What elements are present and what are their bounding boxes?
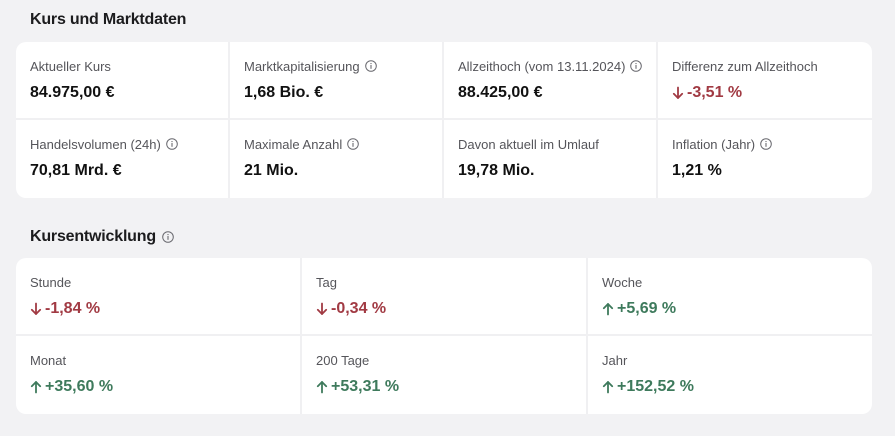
- stat-value: +5,69 %: [602, 300, 858, 318]
- info-icon[interactable]: [760, 138, 772, 150]
- stat-value: -3,51 %: [672, 84, 858, 102]
- stat-value-text: 1,21 %: [672, 162, 722, 179]
- stat-label-text: Monat: [30, 352, 67, 368]
- market-data-title-text: Kurs und Marktdaten: [30, 11, 187, 28]
- stat-value-text: +35,60 %: [45, 378, 114, 395]
- market-cell: Aktueller Kurs 84.975,00 €: [16, 42, 230, 120]
- market-cell: Allzeithoch (vom 13.11.2024) 88.425,00 €: [444, 42, 658, 120]
- stat-value-text: 1,68 Bio. €: [244, 84, 324, 101]
- stat-label: Jahr: [602, 352, 858, 368]
- info-icon[interactable]: [364, 60, 377, 72]
- stat-label: Differenz zum Allzeithoch: [672, 58, 858, 74]
- stat-label: Allzeithoch (vom 13.11.2024): [458, 58, 643, 74]
- stat-label-text: Marktkapitalisierung: [244, 58, 360, 74]
- arrow-down-icon: [316, 302, 328, 316]
- stat-label: 200 Tage: [316, 352, 572, 368]
- performance-cell: Woche +5,69 %: [588, 258, 872, 336]
- stat-value: 19,78 Mio.: [458, 162, 642, 180]
- performance-title: Kursentwicklung: [30, 228, 174, 246]
- stat-value: +152,52 %: [602, 378, 858, 396]
- arrow-up-icon: [316, 380, 328, 394]
- stat-value: +53,31 %: [316, 378, 572, 396]
- stat-label-text: Tag: [316, 274, 337, 290]
- stat-value: 1,68 Bio. €: [244, 84, 428, 102]
- stat-label-text: 200 Tage: [316, 352, 370, 368]
- stat-value-text: -1,84 %: [45, 300, 101, 317]
- stat-label: Maximale Anzahl: [244, 136, 428, 152]
- market-cell: Marktkapitalisierung 1,68 Bio. €: [230, 42, 444, 120]
- market-cell: Inflation (Jahr) 1,21 %: [658, 120, 872, 198]
- arrow-down-icon: [672, 86, 684, 100]
- stat-value: 21 Mio.: [244, 162, 428, 180]
- stat-value: 1,21 %: [672, 162, 858, 180]
- stat-value: +35,60 %: [30, 378, 286, 396]
- performance-cell: 200 Tage +53,31 %: [302, 336, 588, 414]
- performance-cell: Stunde -1,84 %: [16, 258, 302, 336]
- stat-label: Inflation (Jahr): [672, 136, 858, 152]
- market-cell: Handelsvolumen (24h) 70,81 Mrd. €: [16, 120, 230, 198]
- performance-cell: Jahr +152,52 %: [588, 336, 872, 414]
- stat-value-text: -0,34 %: [331, 300, 387, 317]
- stat-value: 70,81 Mrd. €: [30, 162, 214, 180]
- stat-value: 88.425,00 €: [458, 84, 642, 102]
- arrow-up-icon: [602, 302, 614, 316]
- arrow-down-icon: [30, 302, 42, 316]
- stat-label: Aktueller Kurs: [30, 58, 214, 74]
- market-cell: Maximale Anzahl 21 Mio.: [230, 120, 444, 198]
- performance-cell: Tag -0,34 %: [302, 258, 588, 336]
- stat-label-text: Inflation (Jahr): [672, 136, 756, 152]
- stat-value: 84.975,00 €: [30, 84, 214, 102]
- stat-value-text: 88.425,00 €: [458, 84, 543, 101]
- market-data-card: Aktueller Kurs 84.975,00 € Marktkapitalisi…: [16, 42, 872, 198]
- info-icon[interactable]: [347, 138, 360, 150]
- stat-label-text: Handelsvolumen (24h): [30, 136, 161, 152]
- stat-label-text: Aktueller Kurs: [30, 58, 111, 74]
- arrow-up-icon: [30, 380, 42, 394]
- stat-value-text: +53,31 %: [331, 378, 400, 395]
- market-data-grid: Aktueller Kurs 84.975,00 € Marktkapitalisi…: [16, 42, 872, 198]
- stat-label: Stunde: [30, 274, 286, 290]
- stat-label: Monat: [30, 352, 286, 368]
- stat-value: -0,34 %: [316, 300, 572, 318]
- stat-label-text: Maximale Anzahl: [244, 136, 343, 152]
- stat-label-text: Jahr: [602, 352, 628, 368]
- performance-card: Stunde -1,84 % Tag -0,34 % Woche +5,69 % Monat…: [16, 258, 872, 414]
- info-icon[interactable]: [162, 231, 174, 243]
- stat-label-text: Davon aktuell im Umlauf: [458, 136, 599, 152]
- performance-cell: Monat +35,60 %: [16, 336, 302, 414]
- market-data-title: Kurs und Marktdaten: [30, 11, 186, 29]
- stat-value: -1,84 %: [30, 300, 286, 318]
- stat-value-text: 84.975,00 €: [30, 84, 115, 101]
- arrow-up-icon: [602, 380, 614, 394]
- stat-value-text: -3,51 %: [687, 84, 743, 101]
- stat-label-text: Stunde: [30, 274, 72, 290]
- stat-label-text: Woche: [602, 274, 643, 290]
- stat-label: Woche: [602, 274, 858, 290]
- stat-label: Tag: [316, 274, 572, 290]
- stat-value-text: +152,52 %: [617, 378, 694, 395]
- stat-label: Marktkapitalisierung: [244, 58, 428, 74]
- stat-label-text: Allzeithoch (vom 13.11.2024): [458, 58, 626, 74]
- market-cell: Differenz zum Allzeithoch -3,51 %: [658, 42, 872, 120]
- performance-title-text: Kursentwicklung: [30, 228, 156, 245]
- info-icon[interactable]: [630, 60, 643, 72]
- stat-value-text: 19,78 Mio.: [458, 162, 535, 179]
- stat-label: Handelsvolumen (24h): [30, 136, 214, 152]
- stat-value-text: +5,69 %: [617, 300, 677, 317]
- stat-value-text: 70,81 Mrd. €: [30, 162, 122, 179]
- info-icon[interactable]: [165, 138, 178, 150]
- stat-label: Davon aktuell im Umlauf: [458, 136, 642, 152]
- stat-value-text: 21 Mio.: [244, 162, 299, 179]
- performance-grid: Stunde -1,84 % Tag -0,34 % Woche +5,69 % Monat…: [16, 258, 872, 414]
- market-cell: Davon aktuell im Umlauf 19,78 Mio.: [444, 120, 658, 198]
- stat-label-text: Differenz zum Allzeithoch: [672, 58, 818, 74]
